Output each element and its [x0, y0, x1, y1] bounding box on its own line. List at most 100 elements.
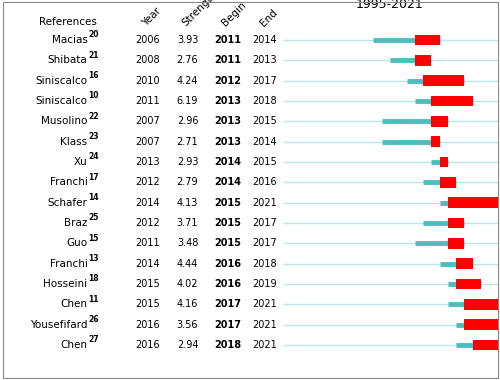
Text: 21: 21	[88, 51, 99, 60]
Text: 2006: 2006	[135, 35, 160, 45]
Text: 2015: 2015	[252, 116, 278, 126]
Text: 2011: 2011	[214, 35, 241, 45]
Text: 2017: 2017	[214, 299, 241, 309]
Text: 16: 16	[88, 71, 99, 80]
Text: 2.93: 2.93	[177, 157, 198, 167]
Text: 3.48: 3.48	[177, 238, 198, 248]
Text: 2017: 2017	[252, 76, 278, 86]
Text: 2017: 2017	[214, 320, 241, 329]
Text: 26: 26	[88, 315, 99, 324]
Text: 4.02: 4.02	[177, 279, 198, 289]
Text: 2015: 2015	[252, 157, 278, 167]
Text: 14: 14	[88, 193, 99, 202]
Bar	[448, 197, 498, 208]
Text: 2018: 2018	[214, 340, 241, 350]
Bar	[472, 340, 498, 350]
Bar	[456, 258, 472, 269]
Text: 22: 22	[88, 112, 99, 121]
Text: 2015: 2015	[214, 198, 241, 207]
Text: Macias: Macias	[52, 35, 88, 45]
Text: 2017: 2017	[252, 218, 278, 228]
Bar	[440, 177, 456, 188]
Text: 2011: 2011	[135, 238, 160, 248]
Text: 2021: 2021	[252, 320, 278, 329]
Text: Guo: Guo	[66, 238, 87, 248]
Text: Franchi: Franchi	[50, 258, 88, 269]
Text: End: End	[258, 8, 279, 28]
Text: 2021: 2021	[252, 198, 278, 207]
Text: 3.93: 3.93	[177, 35, 198, 45]
Text: Yousefifard: Yousefifard	[30, 320, 88, 329]
Text: 2016: 2016	[214, 279, 241, 289]
Text: 2018: 2018	[252, 96, 278, 106]
Bar	[432, 116, 448, 127]
Text: Musolino: Musolino	[41, 116, 88, 126]
Text: 2014: 2014	[214, 157, 241, 167]
Text: 2.71: 2.71	[176, 136, 199, 147]
Text: 4.13: 4.13	[177, 198, 198, 207]
Text: 2019: 2019	[252, 279, 278, 289]
Bar	[464, 299, 498, 309]
Text: 2015: 2015	[135, 279, 160, 289]
Text: 25: 25	[88, 214, 99, 222]
Text: 2014: 2014	[135, 258, 160, 269]
Text: Shibata: Shibata	[48, 55, 88, 65]
Text: 2013: 2013	[135, 157, 160, 167]
Text: Hosseini: Hosseini	[44, 279, 88, 289]
Text: 13: 13	[88, 254, 99, 263]
Text: 2.94: 2.94	[177, 340, 198, 350]
Text: 2015: 2015	[214, 238, 241, 248]
Bar	[448, 217, 464, 228]
Text: 2013: 2013	[252, 55, 278, 65]
Text: 2008: 2008	[135, 55, 160, 65]
Text: 6.19: 6.19	[177, 96, 198, 106]
Text: 2007: 2007	[135, 136, 160, 147]
Text: 2015: 2015	[135, 299, 160, 309]
Text: Siniscalco: Siniscalco	[36, 96, 88, 106]
Text: 2007: 2007	[135, 116, 160, 126]
Bar	[432, 136, 440, 147]
Text: 10: 10	[88, 92, 99, 100]
Text: 2016: 2016	[135, 320, 160, 329]
Bar	[432, 95, 472, 106]
Text: Braz: Braz	[64, 218, 88, 228]
Bar	[423, 75, 465, 86]
Bar	[464, 319, 498, 330]
Text: Siniscalco: Siniscalco	[36, 76, 88, 86]
Text: 4.16: 4.16	[177, 299, 198, 309]
Text: 17: 17	[88, 173, 99, 182]
Text: Schafer: Schafer	[48, 198, 88, 207]
Text: 2014: 2014	[252, 35, 278, 45]
Text: 2014: 2014	[252, 136, 278, 147]
Text: 2021: 2021	[252, 299, 278, 309]
Text: 2010: 2010	[135, 76, 160, 86]
Text: 3.71: 3.71	[177, 218, 198, 228]
Text: 2018: 2018	[252, 258, 278, 269]
Bar	[415, 35, 440, 45]
Text: 1995-2021: 1995-2021	[356, 0, 424, 11]
Text: 24: 24	[88, 152, 99, 161]
Text: 2013: 2013	[214, 96, 241, 106]
Text: 2015: 2015	[214, 218, 241, 228]
Text: 11: 11	[88, 295, 99, 304]
Text: 2011: 2011	[135, 96, 160, 106]
Text: 2016: 2016	[135, 340, 160, 350]
Text: 20: 20	[88, 30, 99, 40]
Text: Xu: Xu	[74, 157, 88, 167]
Text: Strength: Strength	[180, 0, 220, 28]
Text: 2012: 2012	[214, 76, 241, 86]
Text: 2.96: 2.96	[177, 116, 198, 126]
Text: 23: 23	[88, 132, 99, 141]
Text: 4.44: 4.44	[177, 258, 198, 269]
Text: 4.24: 4.24	[177, 76, 198, 86]
Text: Franchi: Franchi	[50, 177, 88, 187]
Text: Chen: Chen	[60, 340, 88, 350]
Text: 2.76: 2.76	[176, 55, 199, 65]
Text: 18: 18	[88, 274, 99, 283]
Text: 2012: 2012	[135, 218, 160, 228]
Text: 15: 15	[88, 234, 99, 243]
Text: Klass: Klass	[60, 136, 88, 147]
Text: 2.79: 2.79	[176, 177, 199, 187]
Text: 2016: 2016	[252, 177, 278, 187]
Text: Chen: Chen	[60, 299, 88, 309]
